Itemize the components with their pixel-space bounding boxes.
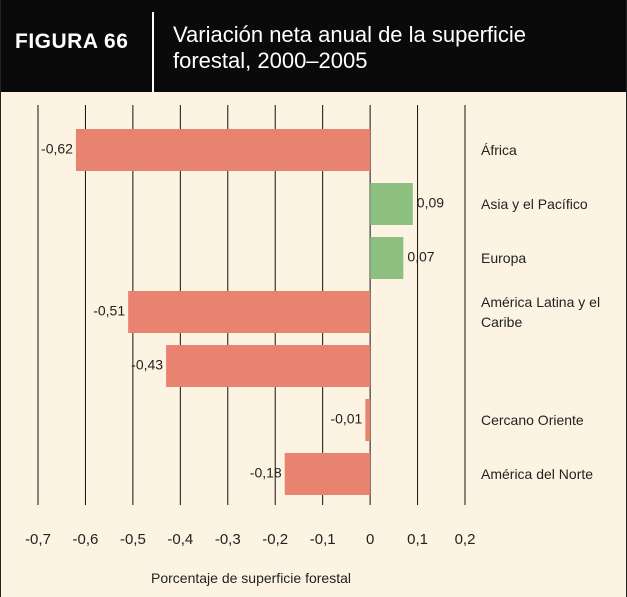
value-label: -0,51	[93, 303, 125, 319]
x-tick-label: -0,2	[262, 531, 288, 548]
x-tick-label: -0,4	[167, 531, 193, 548]
category-label: Asia y el Pacífico	[481, 196, 588, 212]
category-label: América del Norte	[481, 466, 594, 482]
chart-title: Variación neta anual de la superficie fo…	[173, 22, 527, 73]
x-tick-label: 0,2	[455, 531, 476, 548]
value-label: -0,43	[131, 357, 163, 373]
bar	[166, 345, 371, 387]
header: FIGURA 66 Variación neta anual de la sup…	[1, 0, 626, 92]
value-label: -0,62	[41, 141, 73, 157]
x-tick-label: -0,1	[310, 531, 336, 548]
bar	[75, 129, 371, 171]
x-axis-label: Porcentaje de superficie forestal	[151, 570, 351, 586]
category-label: América Latina y el Caribe	[481, 294, 601, 330]
x-tick-label: -0,7	[25, 531, 51, 548]
bar	[128, 291, 371, 333]
category-label: Europa	[481, 250, 527, 266]
value-label: 0,07	[407, 249, 434, 265]
bar	[365, 399, 371, 441]
bar	[284, 453, 371, 495]
x-tick-label: 0	[366, 531, 374, 548]
x-tick-label: -0,6	[73, 531, 99, 548]
x-tick-label: -0,5	[120, 531, 146, 548]
value-label: 0,09	[417, 195, 444, 211]
separator	[152, 12, 154, 92]
value-label: -0,01	[330, 411, 362, 427]
x-tick-label: 0,1	[407, 531, 428, 548]
value-label: -0,18	[250, 465, 282, 481]
x-tick-label: -0,3	[215, 531, 241, 548]
figure-label: FIGURA 66	[15, 30, 129, 53]
bar	[370, 183, 413, 225]
category-label: África	[481, 142, 517, 158]
category-label: Cercano Oriente	[481, 412, 584, 428]
bar	[370, 237, 404, 279]
